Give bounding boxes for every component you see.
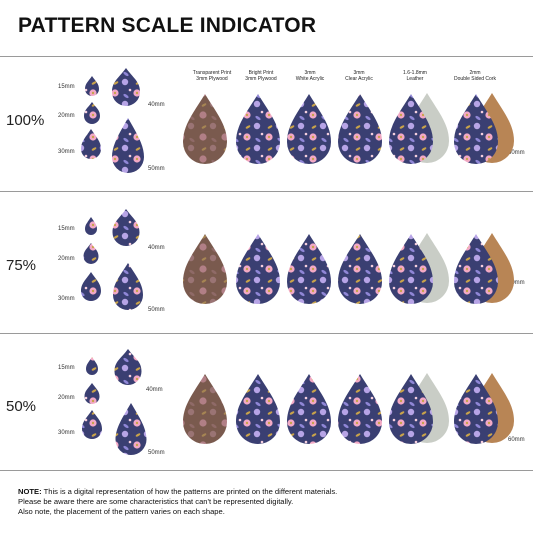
swatch-white-acrylic <box>287 94 331 164</box>
note-line-3: Also note, the placement of the pattern … <box>18 507 225 516</box>
note-line-2: Please be aware there are some character… <box>18 497 294 506</box>
size-label-15mm: 15mm <box>58 365 75 371</box>
swatch-transparent-plywood <box>183 374 227 444</box>
size-label-60mm: 60mm <box>508 437 525 443</box>
swatch-bright-plywood <box>236 94 280 164</box>
divider-2 <box>0 333 533 334</box>
size-label-60mm: 60mm <box>508 150 525 156</box>
size-label-30mm: 30mm <box>58 296 75 302</box>
size-label-15mm: 15mm <box>58 84 75 90</box>
swatch-cork-front <box>454 94 498 164</box>
material-label-bright-plywood: Bright Print 3mm Plywood <box>245 70 277 82</box>
size-label-30mm: 30mm <box>58 430 75 436</box>
scale-label-50: 50% <box>6 398 37 415</box>
sample-swatch <box>112 68 140 106</box>
divider-bottom <box>0 470 533 471</box>
swatch-transparent-plywood <box>183 234 227 304</box>
size-label-60mm: 60mm <box>508 280 525 286</box>
divider-1 <box>0 191 533 192</box>
swatch-leather-front <box>389 234 433 304</box>
swatch-white-acrylic <box>287 374 331 444</box>
material-label-cork: 2mm Double Sided Cork <box>454 70 496 82</box>
page-title: PATTERN SCALE INDICATOR <box>18 14 317 37</box>
material-label-clear-acrylic: 3mm Clear Acrylic <box>345 70 373 82</box>
sample-swatch <box>81 129 101 159</box>
swatch-bright-plywood <box>236 374 280 444</box>
size-label-20mm: 20mm <box>58 113 75 119</box>
sample-swatch <box>82 410 102 439</box>
swatch-white-acrylic <box>287 234 331 304</box>
sample-swatch <box>81 272 101 301</box>
swatch-transparent-plywood <box>183 94 227 164</box>
sample-swatch <box>112 118 144 173</box>
sample-swatch <box>84 383 100 404</box>
material-label-leather: 1.6-1.8mm Leather <box>403 70 427 82</box>
sample-swatch <box>83 243 99 264</box>
sample-swatch <box>115 403 147 455</box>
size-label-30mm: 30mm <box>58 149 75 155</box>
swatch-clear-acrylic <box>338 374 382 444</box>
size-label-40mm: 40mm <box>146 387 163 393</box>
size-label-50mm: 50mm <box>148 307 165 313</box>
material-label-transparent-plywood: Transparent Print 3mm Plywood <box>192 70 232 82</box>
swatch-clear-acrylic <box>338 94 382 164</box>
material-label-white-acrylic: 3mm White Acrylic <box>295 70 325 82</box>
size-label-15mm: 15mm <box>58 226 75 232</box>
swatch-bright-plywood <box>236 234 280 304</box>
note-label: NOTE: <box>18 487 42 496</box>
swatch-leather-front <box>389 94 433 164</box>
sample-swatch <box>114 349 142 385</box>
sample-swatch <box>113 263 143 310</box>
swatch-leather-front <box>389 374 433 444</box>
note: NOTE: This is a digital representation o… <box>18 487 518 517</box>
sample-swatch <box>85 76 99 96</box>
size-label-40mm: 40mm <box>148 245 165 251</box>
scale-label-75: 75% <box>6 257 37 274</box>
swatch-clear-acrylic <box>338 234 382 304</box>
sample-swatch <box>86 357 98 375</box>
size-label-40mm: 40mm <box>148 102 165 108</box>
swatch-group <box>81 68 514 455</box>
divider-top <box>0 56 533 57</box>
note-line-1: This is a digital representation of how … <box>43 487 338 496</box>
size-label-20mm: 20mm <box>58 256 75 262</box>
sample-swatch <box>85 217 97 235</box>
scale-label-100: 100% <box>6 112 45 129</box>
sample-swatch <box>112 209 140 247</box>
size-label-50mm: 50mm <box>148 450 165 456</box>
size-label-50mm: 50mm <box>148 166 165 172</box>
sample-swatch <box>84 102 100 124</box>
swatch-cork-front <box>454 374 498 444</box>
swatch-cork-front <box>454 234 498 304</box>
size-label-20mm: 20mm <box>58 395 75 401</box>
